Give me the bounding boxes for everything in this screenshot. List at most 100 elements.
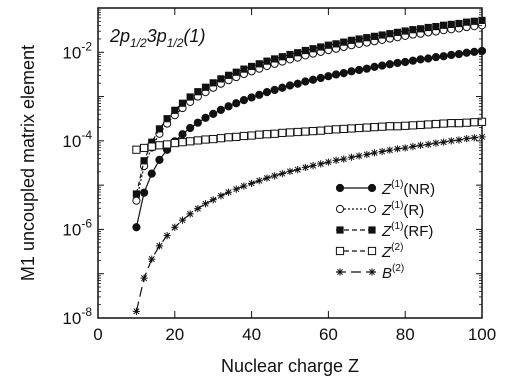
data-point-rf: [224, 71, 233, 79]
y-tick-label: 10-2: [62, 39, 92, 62]
data-point-z2: [247, 131, 256, 140]
data-point-b2: [217, 192, 225, 200]
data-point-nr: [454, 49, 464, 59]
legend-item-rf: Z(1)(RF): [336, 221, 433, 240]
data-point-z2: [331, 125, 341, 134]
data-point-nr: [201, 113, 210, 122]
data-point-rf: [463, 18, 471, 26]
data-point-nr: [477, 46, 487, 56]
data-point-rf: [309, 45, 317, 53]
data-point-nr: [209, 109, 218, 118]
data-point-nr: [285, 81, 295, 90]
data-point-nr: [293, 79, 302, 88]
data-point-nr: [193, 118, 202, 127]
data-point-rf: [248, 62, 256, 71]
legend-marker: [367, 246, 377, 256]
data-point-rf: [363, 34, 371, 42]
data-point-b2: [324, 158, 332, 166]
data-point-z2: [147, 142, 156, 151]
data-point-rf: [232, 68, 240, 76]
data-point-z2: [355, 123, 364, 133]
data-point-b2: [401, 144, 409, 152]
series-line-rf: [135, 19, 483, 195]
x-tick-label: 80: [396, 325, 415, 344]
legend-item-z2: Z(2): [335, 242, 403, 261]
data-point-b2: [409, 143, 417, 151]
data-point-rf: [324, 41, 332, 49]
data-point-rf: [209, 79, 217, 87]
data-point-rf: [163, 115, 171, 123]
data-point-b2: [463, 135, 471, 143]
data-point-nr: [339, 69, 348, 78]
data-point-nr: [362, 64, 371, 73]
legend-label: B(2): [382, 263, 404, 282]
data-point-nr: [232, 99, 241, 108]
data-point-rf: [347, 36, 356, 44]
data-point-z2: [439, 119, 448, 128]
data-point-rf: [447, 20, 455, 28]
data-point-nr: [370, 62, 379, 72]
data-point-b2: [440, 138, 448, 146]
data-point-b2: [332, 156, 340, 164]
data-point-z2: [378, 122, 387, 131]
data-point-b2: [209, 196, 217, 204]
data-point-z2: [193, 136, 202, 145]
y-tick-label: 10-4: [62, 128, 92, 151]
data-point-b2: [263, 174, 271, 182]
data-point-r: [132, 196, 141, 205]
data-point-rf: [171, 106, 179, 114]
data-point-b2: [355, 152, 363, 160]
data-point-z2: [163, 140, 172, 149]
data-point-rf: [478, 16, 486, 24]
series-z2: [132, 117, 487, 154]
y-axis-title: M1 uncoupled matrix element: [18, 45, 38, 281]
data-point-z2: [239, 131, 249, 141]
data-point-nr: [431, 53, 441, 62]
legend-label: Z(1)(RF): [381, 221, 433, 240]
data-point-rf: [155, 125, 164, 133]
data-point-b2: [201, 200, 210, 208]
data-point-b2: [155, 242, 164, 250]
data-point-b2: [301, 163, 309, 172]
data-point-z2: [285, 128, 295, 137]
data-point-b2: [178, 216, 187, 224]
legend-marker: [367, 183, 377, 193]
data-point-rf: [332, 40, 340, 48]
data-point-z2: [462, 118, 471, 127]
data-point-b2: [271, 172, 279, 180]
legend-marker: [335, 204, 345, 214]
data-point-rf: [401, 27, 409, 35]
data-point-b2: [424, 140, 432, 148]
data-point-z2: [186, 137, 195, 146]
data-point-rf: [255, 60, 263, 68]
plot-area-frame: [97, 7, 483, 319]
data-point-nr: [239, 96, 249, 105]
legend-marker: [368, 226, 376, 234]
data-point-rf: [424, 23, 432, 32]
data-point-b2: [363, 150, 371, 159]
data-point-rf: [301, 46, 309, 55]
data-point-b2: [255, 177, 263, 185]
data-point-z2: [201, 135, 210, 144]
data-point-b2: [309, 162, 317, 170]
data-point-rf: [416, 25, 425, 33]
data-point-rf: [240, 65, 248, 73]
data-point-rf: [355, 35, 363, 43]
data-point-z2: [431, 119, 441, 129]
data-point-b2: [455, 136, 463, 144]
series-b2: [132, 133, 486, 315]
data-point-b2: [286, 167, 294, 176]
legend-label: Z(2): [381, 242, 403, 261]
data-point-b2: [140, 274, 148, 282]
data-point-b2: [171, 223, 179, 231]
data-point-nr: [224, 102, 233, 111]
data-point-z2: [216, 134, 225, 143]
data-point-b2: [478, 133, 486, 141]
legend-label: Z(1)(NR): [381, 179, 435, 198]
data-point-z2: [424, 120, 433, 129]
legend-item-b2: B(2): [336, 263, 404, 282]
data-point-z2: [262, 130, 272, 139]
data-point-b2: [240, 182, 248, 190]
data-point-rf: [186, 93, 194, 101]
data-point-z2: [416, 120, 425, 130]
